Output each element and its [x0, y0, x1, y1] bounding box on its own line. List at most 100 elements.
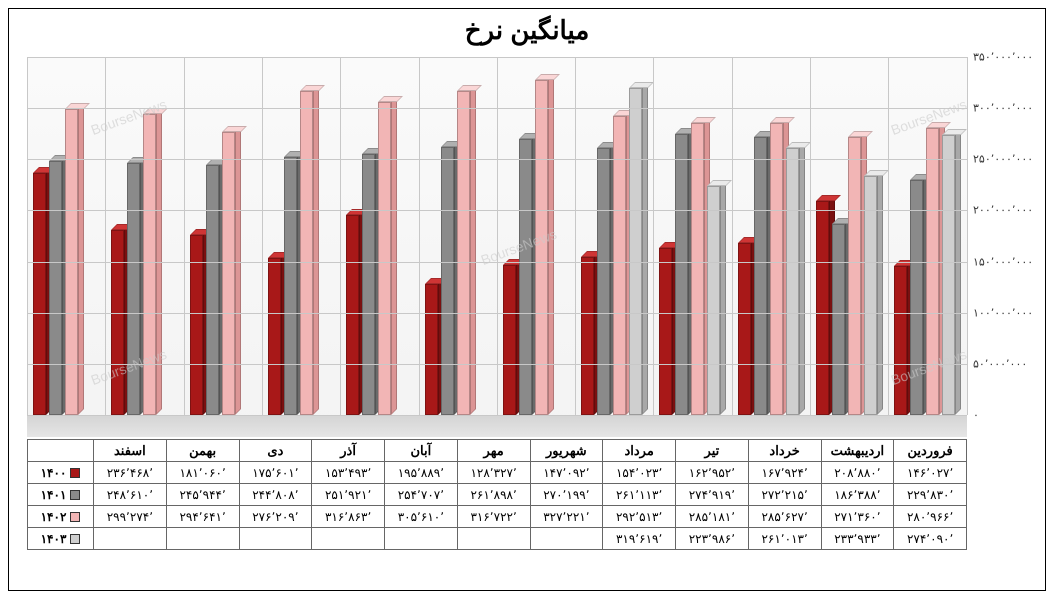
table-cell	[385, 528, 458, 550]
table-row: ۱۴۰۲۲۹۹٬۲۷۴٬۲۹۴٬۶۴۱٬۲۷۶٬۲۰۹٬۳۱۶٬۸۶۳٬۳۰۵٬…	[28, 506, 967, 528]
bar	[127, 163, 140, 415]
gridline-v	[575, 57, 576, 415]
bar	[629, 88, 642, 415]
bar	[597, 148, 610, 415]
table-col-header: مرداد	[603, 440, 676, 462]
bar	[659, 248, 672, 415]
table-cell: ۲۷۰٬۱۹۹٬	[530, 484, 603, 506]
gridline-v	[653, 57, 654, 415]
gridline-v	[732, 57, 733, 415]
bar	[910, 180, 923, 415]
gridline-v	[419, 57, 420, 415]
table-cell	[166, 528, 239, 550]
bar	[206, 165, 219, 415]
table-cell: ۱۲۸٬۳۲۷٬	[457, 462, 530, 484]
table-row-header: ۱۴۰۳	[28, 528, 94, 550]
bar	[268, 258, 281, 415]
table-cell: ۱۴۶٬۰۲۷٬	[894, 462, 967, 484]
gridline-h	[27, 415, 967, 416]
bar	[425, 284, 438, 415]
table-cell: ۲۳۳٬۹۳۳٬	[821, 528, 894, 550]
legend-swatch	[70, 534, 80, 544]
table-cell: ۳۰۵٬۶۱۰٬	[385, 506, 458, 528]
table-row: ۱۴۰۰۲۳۶٬۴۶۸٬۱۸۱٬۰۶۰٬۱۷۵٬۶۰۱٬۱۵۳٬۴۹۳٬۱۹۵٬…	[28, 462, 967, 484]
table-cell	[239, 528, 312, 550]
bar	[786, 148, 799, 415]
series-name: ۱۴۰۰	[41, 466, 67, 480]
y-tick-label: ۲۵۰٬۰۰۰٬۰۰۰	[973, 153, 1033, 166]
gridline-v	[888, 57, 889, 415]
y-tick-label: ۰	[973, 409, 979, 422]
table-row: ۱۴۰۳۳۱۹٬۶۱۹٬۲۲۳٬۹۸۶٬۲۶۱٬۰۱۳٬۲۳۳٬۹۳۳٬۲۷۴٬…	[28, 528, 967, 550]
table-cell: ۲۶۱٬۰۱۳٬	[748, 528, 821, 550]
table-cell: ۲۷۶٬۲۰۹٬	[239, 506, 312, 528]
table-cell: ۱۶۲٬۹۵۲٬	[676, 462, 749, 484]
table-corner	[28, 440, 94, 462]
table-cell: ۲۵۱٬۹۲۱٬	[312, 484, 385, 506]
y-tick-label: ۵۰٬۰۰۰٬۰۰۰	[973, 357, 1027, 370]
table-row: ۱۴۰۱۲۴۸٬۶۱۰٬۲۴۵٬۹۴۴٬۲۴۴٬۸۰۸٬۲۵۱٬۹۲۱٬۲۵۴٬…	[28, 484, 967, 506]
legend-swatch	[70, 512, 80, 522]
table-header-row: اسفندبهمندیآذرآبانمهرشهریورمردادتیرخرداد…	[28, 440, 967, 462]
bar	[300, 91, 313, 415]
table-col-header: شهریور	[530, 440, 603, 462]
bar	[613, 116, 626, 415]
series-name: ۱۴۰۳	[41, 532, 67, 546]
table-cell: ۱۵۳٬۴۹۳٬	[312, 462, 385, 484]
legend-swatch	[70, 468, 80, 478]
y-tick-label: ۱۰۰٬۰۰۰٬۰۰۰	[973, 306, 1033, 319]
table-cell: ۲۰۸٬۸۸۰٬	[821, 462, 894, 484]
table-cell: ۲۹۴٬۶۴۱٬	[166, 506, 239, 528]
table-col-header: دی	[239, 440, 312, 462]
data-table-wrap: اسفندبهمندیآذرآبانمهرشهریورمردادتیرخرداد…	[27, 439, 967, 550]
table-col-header: بهمن	[166, 440, 239, 462]
gridline-v	[340, 57, 341, 415]
table-cell: ۲۸۵٬۱۸۱٬	[676, 506, 749, 528]
table-row-header: ۱۴۰۰	[28, 462, 94, 484]
table-cell: ۱۸۶٬۳۸۸٬	[821, 484, 894, 506]
table-col-header: آذر	[312, 440, 385, 462]
table-cell: ۲۹۹٬۲۷۴٬	[94, 506, 167, 528]
bar	[675, 134, 688, 415]
gridline-v	[262, 57, 263, 415]
table-cell	[457, 528, 530, 550]
bar	[49, 161, 62, 415]
bar	[832, 224, 845, 415]
table-cell: ۳۱۶٬۷۲۲٬	[457, 506, 530, 528]
bar	[942, 135, 955, 415]
table-cell: ۲۴۴٬۸۰۸٬	[239, 484, 312, 506]
gridline-v	[27, 57, 28, 415]
table-col-header: فروردین	[894, 440, 967, 462]
bar	[754, 137, 767, 415]
y-tick-label: ۱۵۰٬۰۰۰٬۰۰۰	[973, 255, 1033, 268]
table-col-header: خرداد	[748, 440, 821, 462]
bar	[816, 201, 829, 415]
bar	[926, 128, 939, 415]
bar	[848, 137, 861, 415]
table-cell: ۱۶۷٬۹۲۴٬	[748, 462, 821, 484]
y-tick-label: ۳۰۰٬۰۰۰٬۰۰۰	[973, 102, 1033, 115]
data-table: اسفندبهمندیآذرآبانمهرشهریورمردادتیرخرداد…	[27, 439, 967, 550]
chart-title: میانگین نرخ	[9, 15, 1045, 46]
table-col-header: اسفند	[94, 440, 167, 462]
plot-floor	[27, 415, 967, 437]
gridline-v	[184, 57, 185, 415]
table-cell: ۲۹۲٬۵۱۳٬	[603, 506, 676, 528]
y-tick-label: ۳۵۰٬۰۰۰٬۰۰۰	[973, 51, 1033, 64]
table-row-header: ۱۴۰۲	[28, 506, 94, 528]
table-cell: ۲۵۴٬۷۰۷٬	[385, 484, 458, 506]
table-cell	[312, 528, 385, 550]
table-cell	[530, 528, 603, 550]
table-cell: ۲۲۹٬۸۳۰٬	[894, 484, 967, 506]
table-cell: ۲۶۱٬۸۹۸٬	[457, 484, 530, 506]
bar	[346, 215, 359, 415]
gridline-v	[497, 57, 498, 415]
table-cell: ۲۸۰٬۹۶۶٬	[894, 506, 967, 528]
table-cell: ۳۱۶٬۸۶۳٬	[312, 506, 385, 528]
table-cell: ۳۱۹٬۶۱۹٬	[603, 528, 676, 550]
table-cell	[94, 528, 167, 550]
table-cell: ۱۸۱٬۰۶۰٬	[166, 462, 239, 484]
table-cell: ۱۴۷٬۰۹۲٬	[530, 462, 603, 484]
bar	[519, 139, 532, 415]
table-cell: ۲۲۳٬۹۸۶٬	[676, 528, 749, 550]
